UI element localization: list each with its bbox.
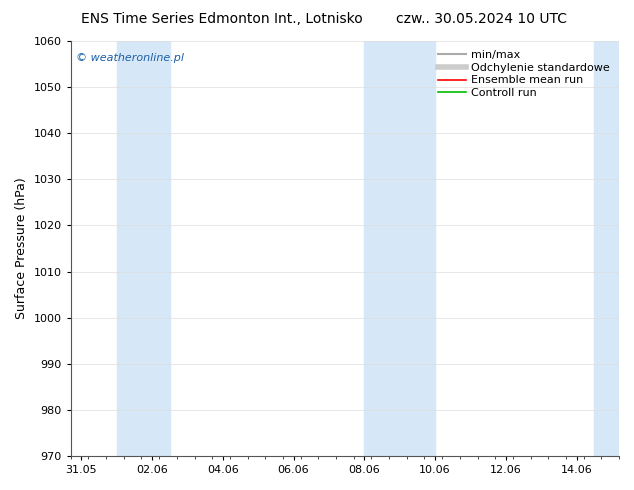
Text: czw.. 30.05.2024 10 UTC: czw.. 30.05.2024 10 UTC <box>396 12 567 26</box>
Bar <box>365 41 435 456</box>
Bar <box>594 41 630 456</box>
Legend: min/max, Odchylenie standardowe, Ensemble mean run, Controll run: min/max, Odchylenie standardowe, Ensembl… <box>435 47 614 101</box>
Text: ENS Time Series Edmonton Int., Lotnisko: ENS Time Series Edmonton Int., Lotnisko <box>81 12 363 26</box>
Text: © weatheronline.pl: © weatheronline.pl <box>76 53 184 64</box>
Y-axis label: Surface Pressure (hPa): Surface Pressure (hPa) <box>15 178 28 319</box>
Bar <box>117 41 170 456</box>
